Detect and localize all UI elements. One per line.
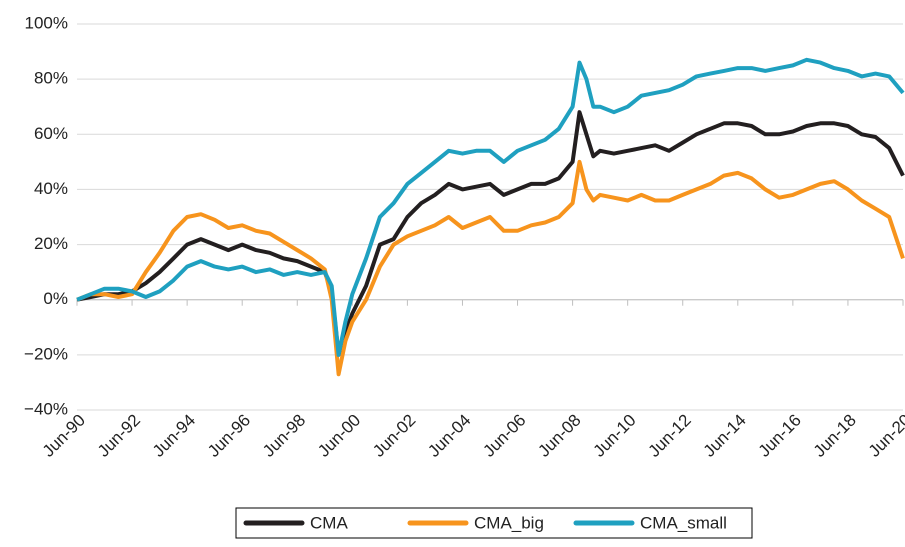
x-tick-label: Jun-94 bbox=[149, 411, 199, 461]
x-tick-label: Jun-02 bbox=[369, 411, 419, 461]
series-line bbox=[76, 159, 905, 377]
x-tick-label: Jun-06 bbox=[479, 411, 529, 461]
x-tick-label: Jun-08 bbox=[534, 411, 584, 461]
x-tick-label: Jun-92 bbox=[94, 411, 144, 461]
series-line bbox=[76, 110, 905, 357]
x-tick-label: Jun-12 bbox=[645, 411, 695, 461]
x-tick-label: Jun-98 bbox=[259, 411, 309, 461]
y-tick-label: −20% bbox=[24, 344, 68, 363]
x-tick-label: Jun-10 bbox=[589, 411, 639, 461]
series-line bbox=[76, 57, 905, 357]
y-tick-label: 40% bbox=[34, 179, 68, 198]
x-tick-label: Jun-20 bbox=[865, 411, 905, 461]
legend-label: CMA_small bbox=[640, 513, 727, 532]
x-tick-label: Jun-16 bbox=[755, 411, 805, 461]
legend-label: CMA_big bbox=[474, 513, 544, 532]
legend-box bbox=[235, 507, 753, 539]
x-tick-label: Jun-04 bbox=[424, 411, 474, 461]
legend: CMA CMA_big CMA_small bbox=[235, 507, 753, 539]
x-tick-label: Jun-96 bbox=[204, 411, 254, 461]
y-tick-label: 60% bbox=[34, 124, 68, 143]
x-tick-label: Jun-14 bbox=[700, 411, 750, 461]
x-tick-label: Jun-00 bbox=[314, 411, 364, 461]
y-tick-label: −40% bbox=[24, 399, 68, 418]
legend-label: CMA bbox=[310, 513, 348, 532]
y-tick-label: 100% bbox=[25, 13, 68, 32]
y-tick-label: 80% bbox=[34, 69, 68, 88]
y-tick-label: 20% bbox=[34, 234, 68, 253]
y-tick-label: 0% bbox=[43, 289, 68, 308]
x-tick-label: Jun-18 bbox=[810, 411, 860, 461]
